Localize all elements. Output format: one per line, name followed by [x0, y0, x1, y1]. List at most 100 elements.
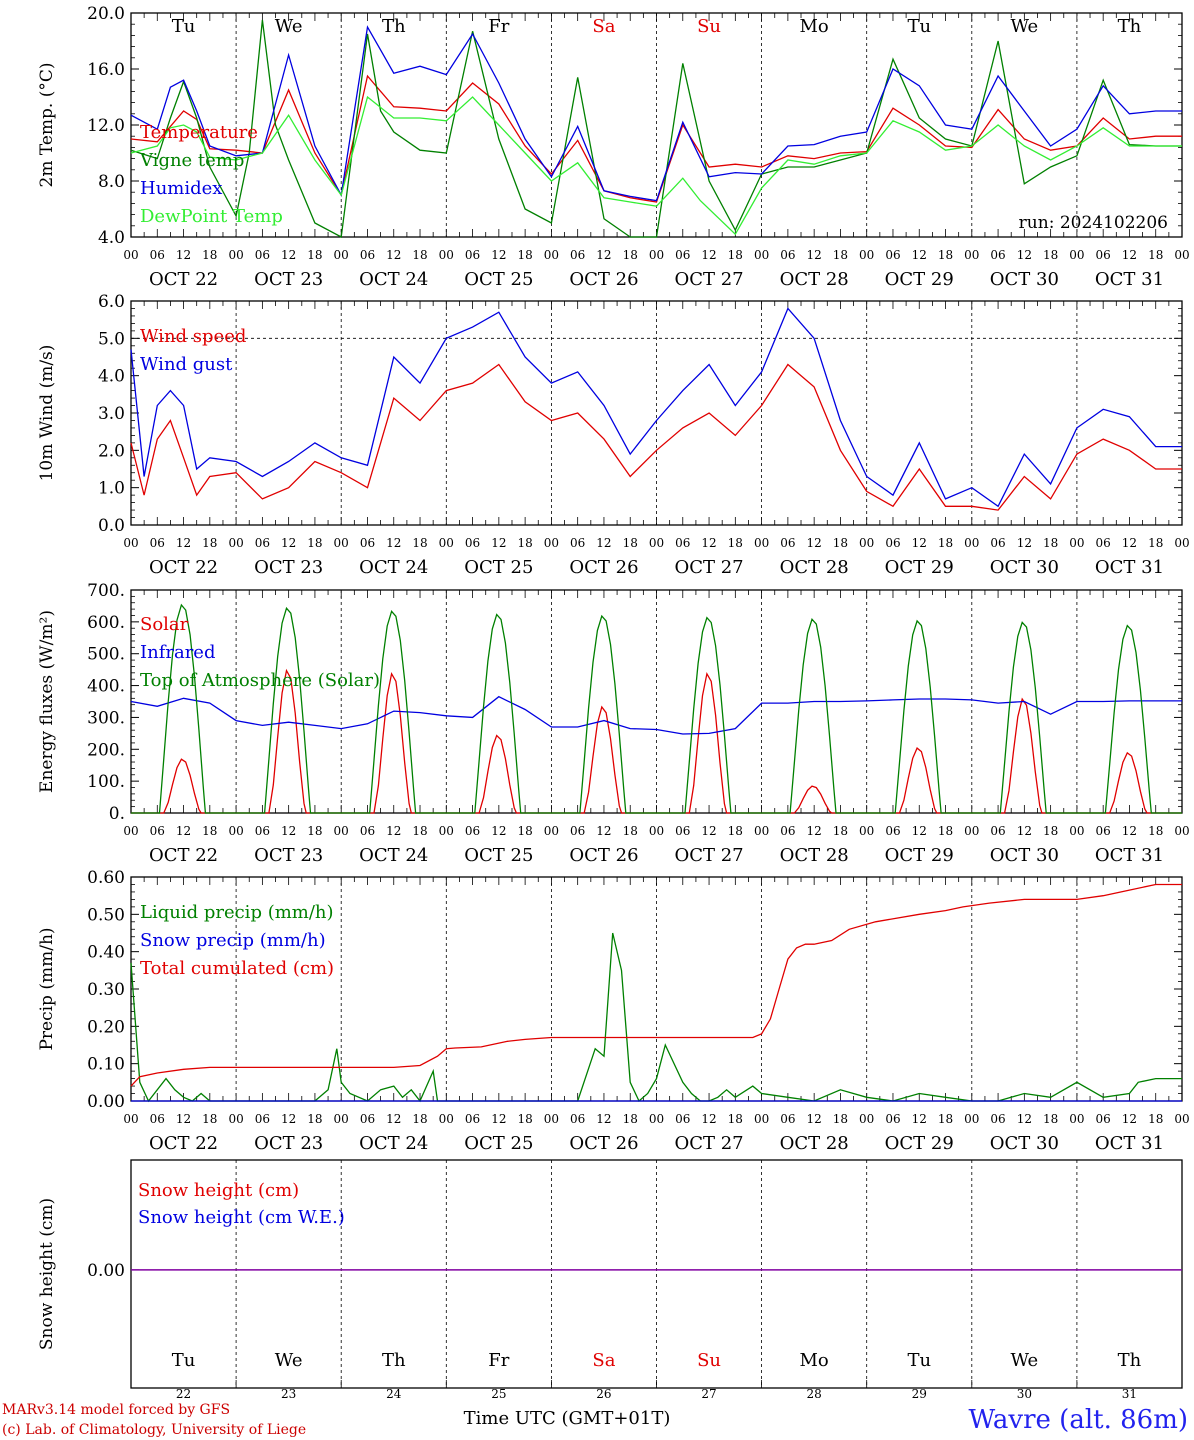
date-label: OCT 27	[674, 557, 743, 578]
hour-tick-label: 06	[150, 1112, 165, 1126]
hour-tick-label: 12	[281, 824, 296, 838]
hour-tick-label: 06	[570, 248, 585, 262]
hour-tick-label: 06	[150, 248, 165, 262]
plot-frame	[130, 12, 1183, 238]
y-tick-label: 600.	[87, 613, 125, 633]
hour-tick-label: 06	[1096, 824, 1111, 838]
hour-tick-label: 18	[833, 248, 848, 262]
y-axis-label: Snow height (cm)	[37, 1198, 57, 1350]
weekday-label: Mo	[800, 16, 829, 37]
hour-tick-label: 00	[649, 248, 664, 262]
hour-tick-label: 12	[807, 536, 822, 550]
hour-tick-label: 18	[728, 824, 743, 838]
hour-tick-label: 00	[754, 1112, 769, 1126]
hour-tick-label: 12	[1017, 824, 1032, 838]
hour-tick-label: 18	[938, 248, 953, 262]
hour-tick-label: 00	[859, 824, 874, 838]
series-line-lightgreen	[130, 95, 1182, 236]
legend-entry: Humidex	[140, 178, 222, 199]
hour-tick-label: 06	[360, 824, 375, 838]
hour-tick-label: 00	[123, 824, 138, 838]
date-label: OCT 29	[885, 845, 954, 866]
weekday-label: We	[275, 1350, 303, 1371]
station-title: Wavre (alt. 86m)	[968, 1405, 1188, 1435]
hour-tick-label: 12	[596, 536, 611, 550]
y-tick-label: 12.0	[87, 116, 125, 136]
date-label: OCT 28	[780, 557, 849, 578]
hour-tick-label: 12	[1122, 824, 1137, 838]
y-tick-label: 200.	[87, 740, 125, 760]
date-label: OCT 30	[990, 845, 1059, 866]
hour-tick-label: 12	[807, 824, 822, 838]
hour-tick-label: 12	[807, 1112, 822, 1126]
hour-tick-label: 06	[675, 824, 690, 838]
date-label: OCT 23	[254, 557, 323, 578]
day-number-label: 28	[807, 1387, 822, 1401]
hour-tick-label: 18	[623, 1112, 638, 1126]
hour-tick-label: 18	[1148, 248, 1163, 262]
y-tick-label: 2.0	[98, 441, 125, 461]
legend-entry: Infrared	[140, 642, 215, 663]
date-label: OCT 24	[359, 269, 428, 290]
legend-entry: Top of Atmosphere (Solar)	[140, 670, 380, 691]
date-label: OCT 23	[254, 269, 323, 290]
y-tick-label: 0.60	[87, 868, 125, 888]
hour-tick-label: 00	[1069, 1112, 1084, 1126]
legend-entry: Snow height (cm)	[138, 1180, 299, 1201]
date-label: OCT 25	[464, 557, 533, 578]
panel-5: 0.00 Snow height (cm) Snow height (cm) Snow…	[37, 1159, 1183, 1401]
hour-tick-label: 12	[701, 248, 716, 262]
date-label: OCT 30	[990, 1133, 1059, 1154]
hour-tick-label: 18	[202, 824, 217, 838]
hour-tick-label: 00	[859, 1112, 874, 1126]
hour-tick-label: 00	[544, 248, 559, 262]
hour-tick-label: 00	[1069, 824, 1084, 838]
hour-tick-label: 12	[491, 824, 506, 838]
date-label: OCT 25	[464, 1133, 533, 1154]
hour-tick-label: 00	[439, 1112, 454, 1126]
y-tick-label: 0.	[109, 804, 125, 824]
hour-tick-label: 12	[386, 248, 401, 262]
hour-tick-label: 18	[412, 248, 427, 262]
date-label: OCT 25	[464, 845, 533, 866]
hour-tick-label: 18	[728, 1112, 743, 1126]
y-tick-label: 0.30	[87, 980, 125, 1000]
legend-entry: DewPoint Temp	[140, 206, 283, 227]
hour-tick-label: 18	[623, 248, 638, 262]
weekday-label: Th	[382, 1350, 406, 1371]
hour-tick-label: 18	[833, 1112, 848, 1126]
y-tick-label: 0.0	[98, 516, 125, 536]
hour-tick-label: 06	[255, 824, 270, 838]
y-tick-label: 0.10	[87, 1055, 125, 1075]
hour-tick-label: 06	[780, 536, 795, 550]
date-label: OCT 28	[780, 269, 849, 290]
hour-tick-label: 00	[964, 536, 979, 550]
hour-tick-label: 18	[202, 248, 217, 262]
weekday-label: Tu	[172, 1350, 196, 1371]
hour-tick-label: 18	[307, 248, 322, 262]
date-label: OCT 30	[990, 269, 1059, 290]
date-label: OCT 28	[780, 845, 849, 866]
hour-tick-label: 18	[1148, 536, 1163, 550]
hour-tick-label: 12	[386, 1112, 401, 1126]
hour-tick-label: 00	[1174, 536, 1189, 550]
panel-3: 0. 100. 200. 300. 400. 500. 600. 700. Energy flu…	[37, 581, 1190, 866]
day-number-label: 25	[491, 1387, 506, 1401]
weekday-label: We	[1011, 1350, 1039, 1371]
hour-tick-label: 00	[544, 824, 559, 838]
hour-tick-label: 18	[412, 536, 427, 550]
hour-tick-label: 12	[596, 1112, 611, 1126]
hour-tick-label: 06	[885, 824, 900, 838]
date-label: OCT 22	[149, 269, 218, 290]
hour-tick-label: 18	[202, 1112, 217, 1126]
hour-tick-label: 06	[570, 1112, 585, 1126]
hour-tick-label: 06	[990, 1112, 1005, 1126]
hour-tick-label: 00	[1174, 248, 1189, 262]
hour-tick-label: 00	[123, 248, 138, 262]
hour-tick-label: 06	[255, 1112, 270, 1126]
hour-tick-label: 12	[386, 536, 401, 550]
hour-tick-label: 06	[360, 248, 375, 262]
hour-tick-label: 00	[1174, 1112, 1189, 1126]
hour-tick-label: 00	[228, 824, 243, 838]
panel-2: 0.0 1.0 2.0 3.0 4.0 5.0 6.0 10m Wind (m/s) Wind …	[37, 292, 1190, 578]
